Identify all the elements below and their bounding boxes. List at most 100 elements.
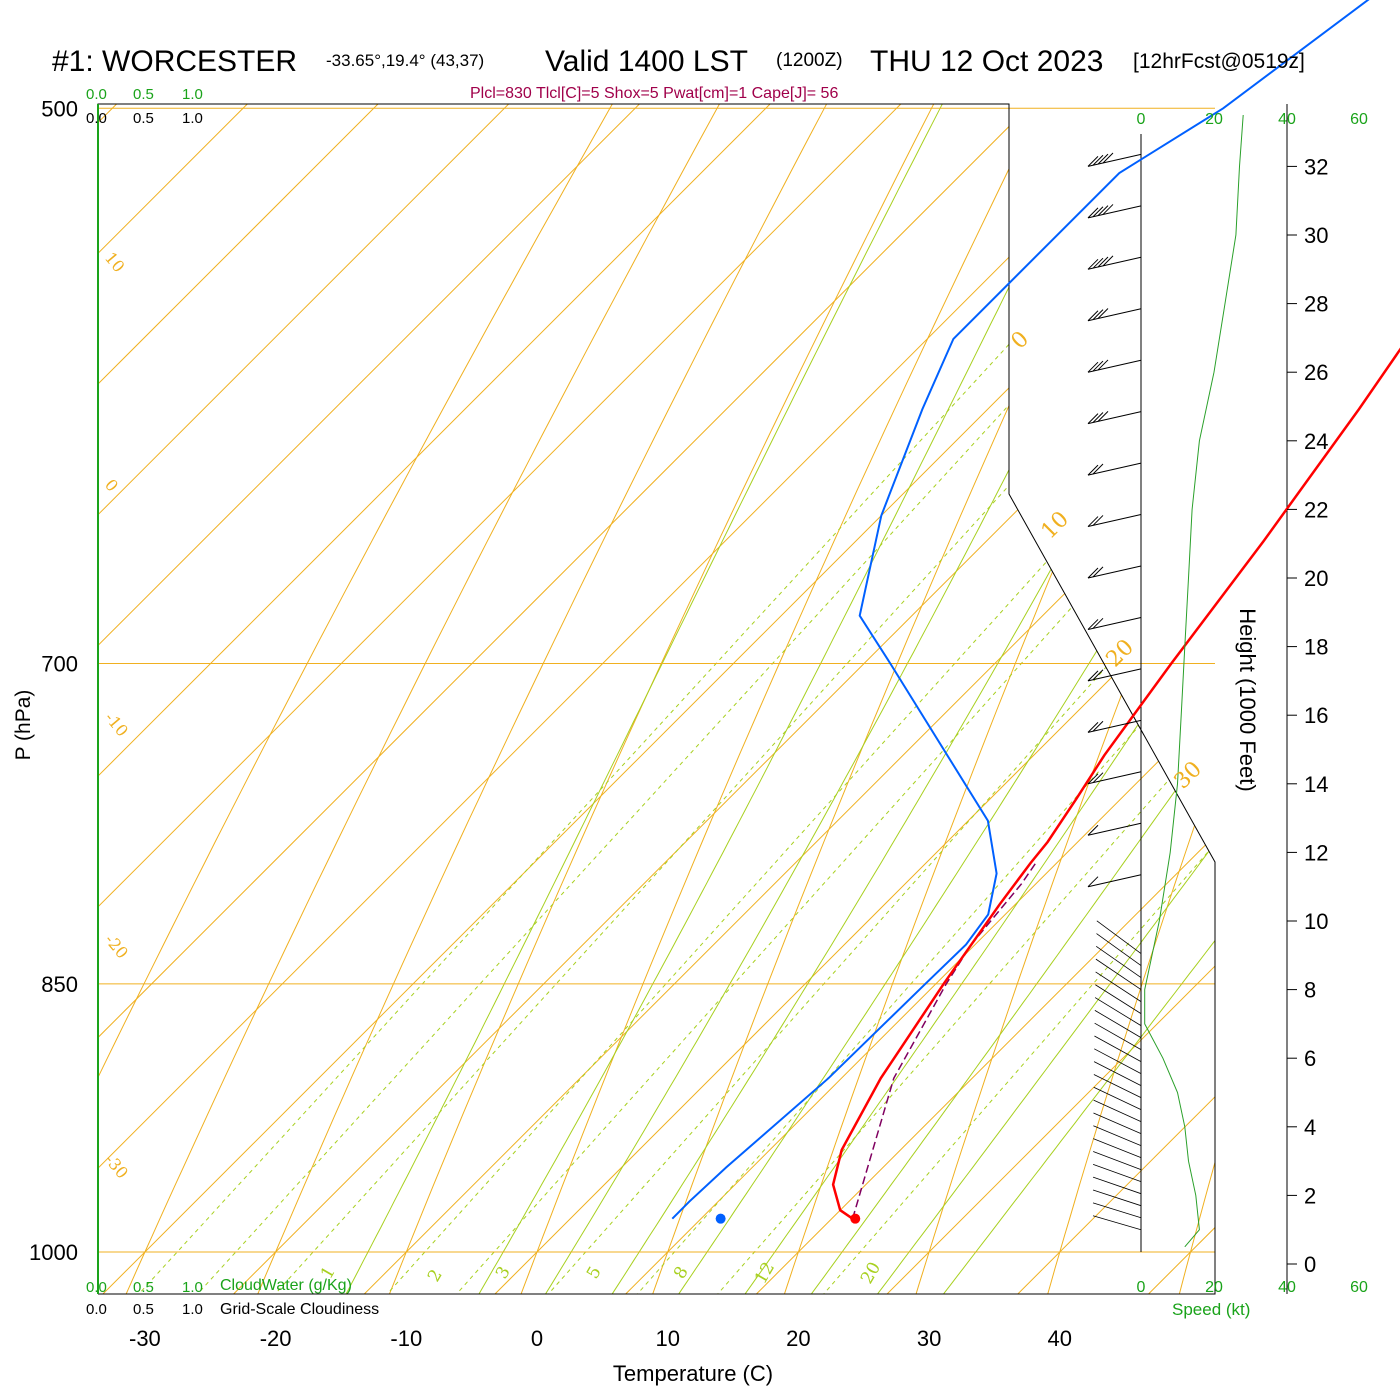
isotherm-line [625, 104, 1215, 1294]
wind-barb [1087, 874, 1142, 888]
pressure-tick-label: 1000 [29, 1240, 78, 1265]
isotherm-line [98, 104, 771, 1294]
y-axis-title: P (hPa) [12, 690, 35, 761]
low-level-barb [1095, 971, 1142, 1002]
isotherm-label-right: 20 [1102, 635, 1139, 672]
speed-axis-label: Speed (kt) [1172, 1300, 1250, 1319]
mixing-ratio-line [603, 104, 1215, 1294]
utc-time: (1200Z) [776, 50, 843, 71]
low-level-barb [1093, 1112, 1142, 1135]
barb-flag [1092, 669, 1104, 681]
low-level-barb [1092, 1215, 1142, 1231]
axis-tick-labels: -30-20-100102030402503004005007008501000… [29, 96, 1328, 1351]
barb-flag [1102, 152, 1114, 164]
surface-temp-marker [850, 1213, 861, 1224]
moist-adiabat [913, 104, 1215, 1294]
x-tick-label: 0 [531, 1326, 543, 1351]
isotherm-line [1148, 104, 1215, 1294]
isotherm-line [1017, 104, 1215, 1294]
isotherm-label-right: 30 [1170, 757, 1207, 794]
moist-adiabat [521, 104, 1215, 1294]
low-level-barb [1094, 1048, 1142, 1074]
low-level-barb [1092, 1176, 1142, 1195]
speed-tick-bottom-1: 20 [1205, 1279, 1223, 1296]
mixing-ratio-line [352, 104, 1215, 1294]
isotherm-label: -30 [101, 1150, 132, 1182]
barb-staff [1087, 616, 1142, 630]
wind-barb [1087, 514, 1142, 528]
barb-flag [1097, 205, 1109, 216]
wind-speed-line [1144, 114, 1244, 1248]
isotherm-label-right: 0 [1007, 327, 1035, 355]
speed-tick-bottom-2: 40 [1278, 1279, 1296, 1296]
barb-staff [1087, 153, 1142, 167]
surface-dewpoint-marker [715, 1213, 726, 1224]
isotherm-line [98, 104, 248, 1294]
barb-flag [1097, 359, 1109, 371]
speed-tick-top-3: 60 [1350, 111, 1368, 128]
barb-flag [1087, 619, 1099, 630]
height-tick-label: 20 [1304, 566, 1328, 591]
isotherm-line [98, 104, 1163, 1294]
barb-staff [1087, 205, 1142, 219]
barb-flag [1092, 154, 1104, 166]
dewpoint-profile [671, 0, 1370, 1220]
barb-flag [1087, 156, 1099, 167]
x-tick-label: -20 [260, 1326, 292, 1351]
low-level-barb [1096, 920, 1142, 954]
barb-flag [1087, 721, 1099, 733]
wind-barb [1087, 719, 1142, 733]
cloud-tick-top-black-0: 0.0 [86, 110, 107, 127]
barb-flag [1092, 309, 1104, 320]
cloud-tick-top-black-2: 1.0 [182, 110, 203, 127]
barb-flag [1092, 566, 1104, 578]
barb-flag [1092, 720, 1104, 732]
isotherm-label: 10 [101, 248, 129, 276]
wind-barb [1087, 616, 1142, 630]
barb-staff [1087, 668, 1142, 682]
dry-adiabat [1168, 104, 1215, 1294]
x-tick-label: 40 [1048, 1326, 1072, 1351]
isotherm-line [1279, 104, 1400, 1294]
barb-flag [1092, 257, 1104, 269]
low-level-barb [1095, 984, 1142, 1014]
valid-date: THU 12 Oct 2023 [870, 45, 1103, 78]
height-tick-label: 8 [1304, 978, 1316, 1003]
low-level-barb [1094, 997, 1142, 1026]
isotherm-label: -20 [101, 930, 132, 962]
profile-curves [671, 0, 1400, 1224]
barb-flag [1102, 204, 1114, 215]
dry-adiabat [1302, 0, 1400, 1333]
moist-adiabat [782, 104, 1215, 1294]
height-tick-label: 24 [1304, 429, 1328, 454]
isobar-lines [98, 107, 1215, 1253]
x-tick-label: 10 [655, 1326, 679, 1351]
x-tick-label: -10 [390, 1326, 422, 1351]
height-tick-label: 6 [1304, 1046, 1316, 1071]
isotherm-label: 0 [101, 475, 122, 495]
height-tick-label: 14 [1304, 772, 1328, 797]
cloud-tick-bottom-black-1: 0.5 [133, 1301, 154, 1318]
wind-barb [1087, 771, 1142, 785]
barb-staff [1087, 256, 1142, 270]
isotherm-line [98, 104, 379, 1294]
barb-flag [1092, 412, 1104, 423]
station-coords: -33.65°,19.4° (43,37) [326, 51, 484, 70]
speed-profile [1144, 114, 1244, 1248]
isotherm-line [886, 104, 1215, 1294]
speed-tick-top-1: 20 [1205, 111, 1223, 128]
barb-flag [1087, 258, 1099, 270]
low-level-barb [1092, 1163, 1142, 1183]
barb-flag [1087, 876, 1099, 888]
isotherm-line [98, 104, 902, 1294]
mixing-ratio-lines [103, 104, 1215, 1294]
wind-barb [1087, 204, 1142, 219]
wind-barb [1087, 308, 1142, 322]
mixing-ratio-line [683, 104, 1215, 1294]
isotherm-line [756, 104, 1215, 1294]
barb-flag [1087, 310, 1099, 322]
wind-barb [1087, 359, 1142, 373]
isotherm-label-right: 10 [1037, 507, 1074, 544]
